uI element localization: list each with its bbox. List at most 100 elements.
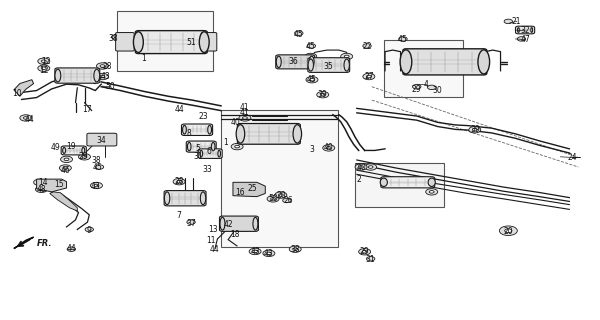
Ellipse shape bbox=[517, 37, 526, 41]
Text: 49: 49 bbox=[51, 143, 61, 152]
Ellipse shape bbox=[200, 150, 203, 157]
Text: 6: 6 bbox=[206, 147, 211, 156]
Ellipse shape bbox=[242, 117, 247, 119]
Ellipse shape bbox=[308, 59, 313, 71]
Text: 44: 44 bbox=[67, 244, 76, 253]
Polygon shape bbox=[14, 80, 34, 96]
Text: 22: 22 bbox=[362, 42, 372, 52]
Ellipse shape bbox=[53, 182, 65, 188]
Ellipse shape bbox=[23, 117, 28, 119]
Text: 48: 48 bbox=[37, 185, 46, 194]
Ellipse shape bbox=[363, 44, 371, 48]
Text: 28: 28 bbox=[103, 62, 112, 71]
Ellipse shape bbox=[94, 184, 99, 187]
Ellipse shape bbox=[504, 19, 512, 24]
Ellipse shape bbox=[236, 125, 245, 143]
FancyBboxPatch shape bbox=[308, 58, 350, 72]
Ellipse shape bbox=[326, 147, 331, 149]
FancyBboxPatch shape bbox=[198, 149, 222, 158]
Bar bbox=[384, 40, 463, 97]
Polygon shape bbox=[14, 237, 34, 249]
Text: 16: 16 bbox=[235, 188, 245, 197]
Ellipse shape bbox=[39, 188, 44, 191]
Polygon shape bbox=[37, 179, 67, 192]
Text: 5: 5 bbox=[196, 144, 200, 153]
Text: 34: 34 bbox=[97, 136, 106, 145]
FancyBboxPatch shape bbox=[55, 68, 100, 83]
Polygon shape bbox=[233, 182, 265, 197]
Text: 41: 41 bbox=[240, 108, 250, 117]
Ellipse shape bbox=[235, 145, 239, 148]
Text: 39: 39 bbox=[318, 90, 328, 99]
Ellipse shape bbox=[237, 189, 249, 196]
Ellipse shape bbox=[133, 32, 143, 52]
FancyBboxPatch shape bbox=[515, 26, 535, 34]
Text: 19: 19 bbox=[67, 142, 76, 151]
Ellipse shape bbox=[164, 192, 170, 204]
Polygon shape bbox=[50, 192, 77, 211]
FancyBboxPatch shape bbox=[238, 124, 300, 144]
Ellipse shape bbox=[211, 142, 215, 151]
Ellipse shape bbox=[226, 222, 230, 225]
Ellipse shape bbox=[37, 181, 42, 184]
Ellipse shape bbox=[94, 69, 100, 82]
Text: 33: 33 bbox=[202, 165, 212, 174]
Text: 50: 50 bbox=[268, 194, 278, 204]
Ellipse shape bbox=[341, 53, 353, 60]
Ellipse shape bbox=[518, 28, 520, 32]
Ellipse shape bbox=[367, 257, 375, 261]
Text: 29: 29 bbox=[79, 152, 88, 161]
Text: 26: 26 bbox=[283, 196, 293, 205]
Text: 4: 4 bbox=[423, 80, 428, 89]
Text: 46: 46 bbox=[61, 166, 70, 175]
FancyBboxPatch shape bbox=[61, 146, 86, 155]
Bar bbox=[221, 110, 338, 247]
Text: 3: 3 bbox=[310, 145, 314, 154]
Ellipse shape bbox=[323, 145, 335, 151]
Ellipse shape bbox=[413, 84, 421, 89]
Text: 23: 23 bbox=[198, 113, 208, 122]
Ellipse shape bbox=[278, 194, 283, 196]
Ellipse shape bbox=[362, 251, 367, 253]
Text: 31: 31 bbox=[193, 152, 203, 161]
Ellipse shape bbox=[199, 32, 209, 52]
Ellipse shape bbox=[61, 156, 73, 163]
Ellipse shape bbox=[266, 252, 271, 255]
Text: 51: 51 bbox=[186, 38, 196, 47]
Text: 50: 50 bbox=[106, 82, 115, 91]
FancyBboxPatch shape bbox=[201, 33, 217, 51]
Ellipse shape bbox=[293, 125, 302, 143]
Ellipse shape bbox=[309, 56, 314, 68]
Text: 40: 40 bbox=[230, 118, 240, 127]
Text: 40: 40 bbox=[356, 163, 366, 172]
Ellipse shape bbox=[267, 196, 279, 202]
Text: 31: 31 bbox=[366, 255, 376, 264]
Ellipse shape bbox=[95, 165, 104, 169]
Ellipse shape bbox=[344, 55, 349, 58]
Ellipse shape bbox=[365, 164, 377, 170]
Ellipse shape bbox=[426, 189, 437, 195]
Ellipse shape bbox=[253, 217, 258, 230]
Ellipse shape bbox=[355, 164, 367, 170]
Ellipse shape bbox=[428, 85, 436, 90]
Ellipse shape bbox=[182, 125, 187, 134]
Text: 10: 10 bbox=[12, 89, 22, 98]
Ellipse shape bbox=[359, 166, 364, 168]
Ellipse shape bbox=[55, 69, 61, 82]
Ellipse shape bbox=[249, 248, 261, 255]
Ellipse shape bbox=[173, 179, 185, 185]
Ellipse shape bbox=[97, 63, 109, 69]
Ellipse shape bbox=[428, 178, 435, 187]
Ellipse shape bbox=[100, 65, 105, 67]
Ellipse shape bbox=[187, 220, 195, 224]
Text: 20: 20 bbox=[276, 191, 286, 200]
Ellipse shape bbox=[63, 167, 68, 169]
Text: 8: 8 bbox=[187, 129, 191, 138]
Ellipse shape bbox=[112, 35, 120, 39]
Text: 38: 38 bbox=[109, 34, 118, 43]
Ellipse shape bbox=[368, 166, 373, 168]
Ellipse shape bbox=[530, 28, 533, 32]
Text: 44: 44 bbox=[174, 105, 184, 114]
Ellipse shape bbox=[82, 148, 85, 154]
Bar bbox=[118, 11, 213, 71]
